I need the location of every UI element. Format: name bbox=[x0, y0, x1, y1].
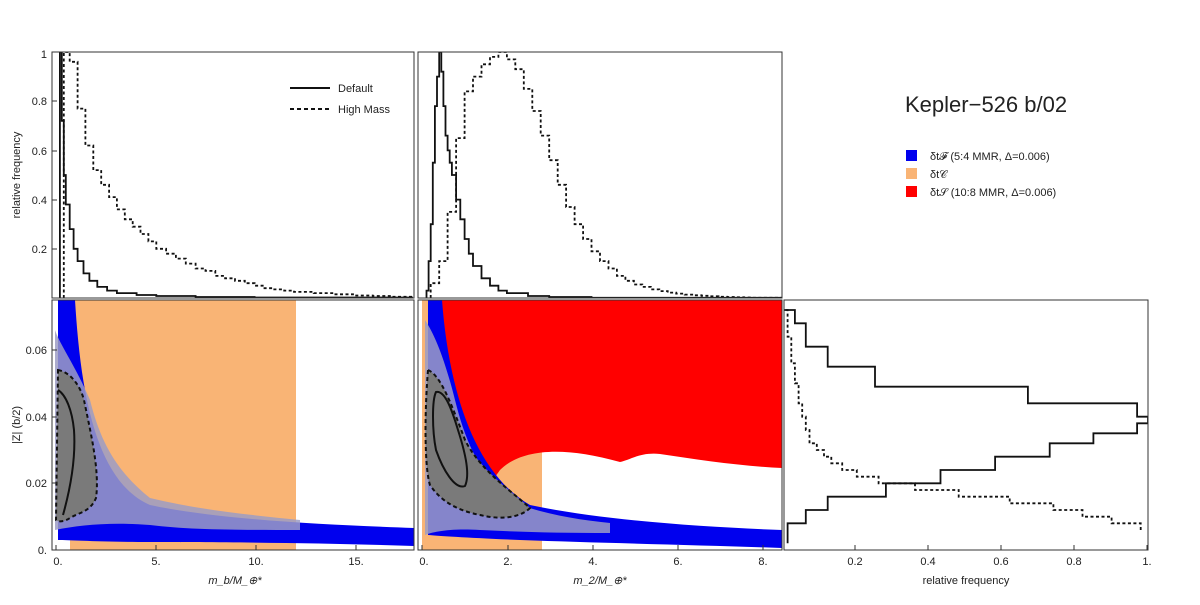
x-label-mid: m_2/M_⊕* bbox=[573, 575, 627, 587]
legend-dtf-swatch bbox=[906, 150, 917, 161]
tick-marks bbox=[52, 51, 1148, 551]
tick-freq-1: 1 bbox=[41, 49, 47, 61]
m2-histogram-series-default bbox=[425, 52, 782, 298]
z-histogram-series-high-mass bbox=[784, 309, 1142, 530]
tick-freq-0.2: 0.2 bbox=[32, 244, 47, 256]
legend-dtc-label: δt𝒞 bbox=[930, 169, 948, 181]
tick-fx-0.2: 0.2 bbox=[847, 556, 862, 568]
x-label-left: m_b/M_⊕* bbox=[208, 575, 262, 587]
tick-m2-2: 2. bbox=[503, 556, 512, 568]
region-legend: δt𝓕 (5:4 MMR, Δ=0.006) δt𝒞 δt𝒮 (10:8 MMR… bbox=[906, 150, 1056, 199]
tick-mb-5: 5. bbox=[151, 556, 160, 568]
legend-highmass-label: High Mass bbox=[338, 104, 390, 116]
frame-bottom-left bbox=[51, 299, 415, 551]
tick-mb-0: 0. bbox=[53, 556, 62, 568]
mb-histogram-series-high-mass bbox=[62, 52, 413, 298]
z-histogram-lines bbox=[784, 309, 1148, 544]
tick-z-0.04: 0.04 bbox=[26, 412, 47, 424]
contour-inner-left bbox=[57, 389, 76, 516]
x-label-right: relative frequency bbox=[923, 575, 1010, 587]
scatter-cloud-left bbox=[55, 330, 300, 530]
y-label-top: relative frequency bbox=[11, 131, 23, 218]
frame-bottom-right bbox=[783, 299, 1149, 551]
m2-histogram-series-high-mass bbox=[429, 52, 782, 298]
tick-z-0.06: 0.06 bbox=[26, 345, 47, 357]
legend-dts-swatch bbox=[906, 186, 917, 197]
tick-m2-6: 6. bbox=[673, 556, 682, 568]
tick-freq-0.6: 0.6 bbox=[32, 146, 47, 158]
legend-dts-label: δt𝒮 (10:8 MMR, Δ=0.006) bbox=[930, 187, 1056, 199]
line-legend: Default High Mass bbox=[290, 83, 390, 116]
contour-inner-mid bbox=[432, 390, 469, 488]
legend-default-label: Default bbox=[338, 83, 373, 95]
mb-histogram-series-default bbox=[59, 52, 413, 298]
tick-fx-0.8: 0.8 bbox=[1066, 556, 1081, 568]
tick-mb-15: 15. bbox=[348, 556, 363, 568]
z-histogram-series-default bbox=[784, 309, 1148, 544]
frame-bottom-mid bbox=[417, 299, 783, 551]
mb-x-tick-labels: 0. 5. 10. 15. bbox=[53, 556, 363, 568]
tick-freq-0.8: 0.8 bbox=[32, 96, 47, 108]
tick-m2-0: 0. bbox=[419, 556, 428, 568]
z-y-tick-labels: 0. 0.02 0.04 0.06 bbox=[26, 345, 47, 557]
tick-fx-1: 1. bbox=[1142, 556, 1151, 568]
y-label-bottom: |Z| (b/2) bbox=[11, 406, 23, 444]
m2-z-regions bbox=[422, 300, 782, 550]
mb-z-regions bbox=[54, 300, 414, 550]
legend-dtc-swatch bbox=[906, 168, 917, 179]
tick-fx-0.6: 0.6 bbox=[993, 556, 1008, 568]
freq-y-tick-labels: 0.2 0.4 0.6 0.8 1 bbox=[32, 49, 47, 256]
credible-region-left bbox=[54, 368, 98, 523]
frame-top-mid bbox=[417, 51, 783, 299]
plot-title: Kepler−526 b/02 bbox=[905, 92, 1067, 117]
region-dts-mid bbox=[440, 300, 782, 494]
freq-x-tick-labels: 0.2 0.4 0.6 0.8 1. bbox=[847, 556, 1151, 568]
tick-m2-4: 4. bbox=[588, 556, 597, 568]
tick-fx-0.4: 0.4 bbox=[920, 556, 935, 568]
tick-freq-0.4: 0.4 bbox=[32, 195, 47, 207]
tick-mb-10: 10. bbox=[248, 556, 263, 568]
m2-histogram-lines bbox=[425, 52, 782, 298]
tick-z-0: 0. bbox=[38, 545, 47, 557]
frame-top-left bbox=[51, 51, 415, 299]
legend-dtf-label: δt𝓕 (5:4 MMR, Δ=0.006) bbox=[930, 151, 1050, 163]
tick-z-0.02: 0.02 bbox=[26, 478, 47, 490]
tick-m2-8: 8. bbox=[758, 556, 767, 568]
m2-x-tick-labels: 0. 2. 4. 6. 8. bbox=[419, 556, 767, 568]
mb-histogram-lines bbox=[59, 52, 413, 298]
